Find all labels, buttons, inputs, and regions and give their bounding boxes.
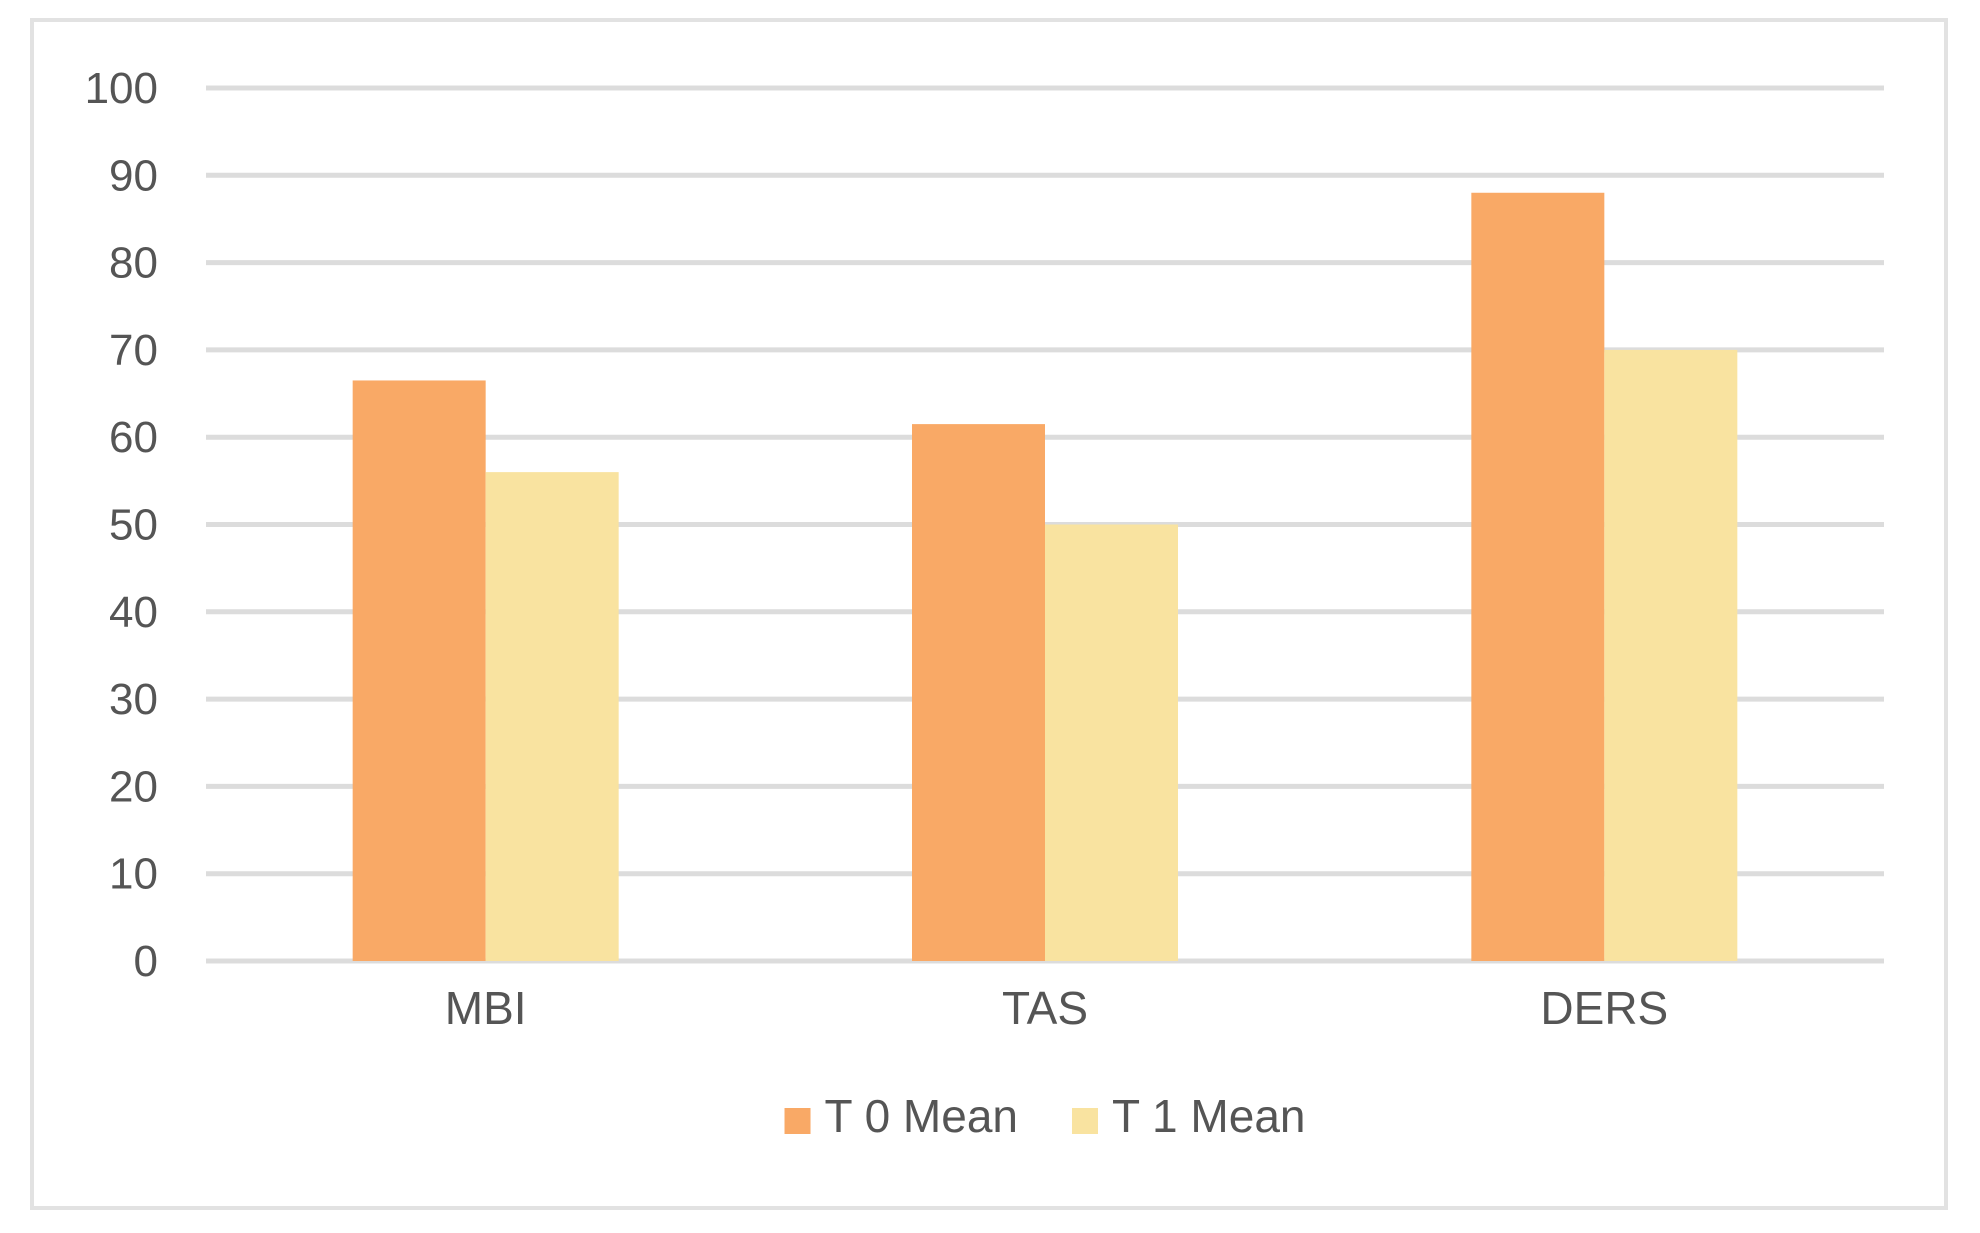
bar-chart: 0 10 20 30 40 50 60 70 80 90 100 MBI TAS DERS T 0 Me… xyxy=(85,64,1884,1142)
y-tick-label: 40 xyxy=(109,588,158,637)
bar xyxy=(485,472,619,961)
y-tick-label: 70 xyxy=(109,326,158,375)
y-tick-label: 0 xyxy=(134,937,158,986)
x-axis-categories: MBI TAS DERS xyxy=(445,982,1668,1034)
bar xyxy=(912,424,1045,962)
y-tick-label: 100 xyxy=(85,64,158,113)
legend-label: T 1 Mean xyxy=(1112,1090,1305,1142)
legend: T 0 Mean T 1 Mean xyxy=(784,1090,1305,1142)
legend-swatch xyxy=(1072,1108,1098,1134)
chart-frame: 0 10 20 30 40 50 60 70 80 90 100 MBI TAS DERS T 0 Me… xyxy=(30,18,1948,1210)
bars xyxy=(352,192,1738,962)
y-tick-label: 20 xyxy=(109,762,158,811)
bar xyxy=(1604,349,1738,961)
y-tick-label: 50 xyxy=(109,501,158,550)
y-tick-label: 10 xyxy=(109,850,158,899)
bar xyxy=(1045,524,1178,961)
x-category-label: MBI xyxy=(445,982,527,1034)
y-tick-label: 60 xyxy=(109,413,158,462)
y-tick-label: 80 xyxy=(109,239,158,288)
y-tick-label: 90 xyxy=(109,151,158,200)
bar xyxy=(1471,192,1605,961)
bar xyxy=(352,380,486,962)
x-category-label: DERS xyxy=(1540,982,1668,1034)
y-axis-ticks: 0 10 20 30 40 50 60 70 80 90 100 xyxy=(85,64,158,986)
legend-label: T 0 Mean xyxy=(825,1090,1018,1142)
legend-swatch xyxy=(784,1108,811,1134)
y-tick-label: 30 xyxy=(109,675,158,724)
x-category-label: TAS xyxy=(1002,982,1088,1034)
